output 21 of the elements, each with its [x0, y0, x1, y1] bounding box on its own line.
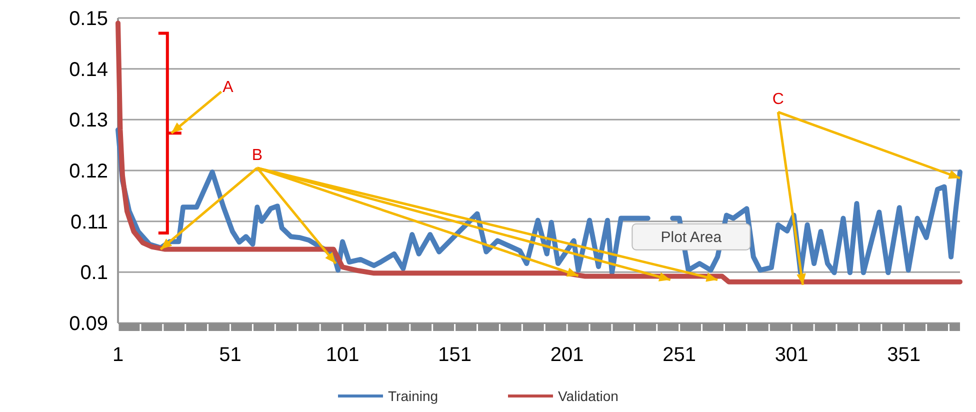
x-tick-label: 351: [887, 344, 921, 366]
y-tick-label: 0.09: [69, 313, 108, 335]
annotation: C: [772, 91, 784, 108]
y-tick-label: 0.11: [70, 211, 108, 234]
y-tick-label: 0.13: [69, 110, 108, 132]
x-tick-label: 151: [438, 344, 472, 366]
y-tick-label: 0.1: [80, 262, 108, 284]
legend-label: Validation: [558, 388, 618, 404]
annotation: Plot Area: [660, 228, 722, 246]
annotation: A: [222, 79, 234, 96]
x-tick-label: 101: [326, 344, 360, 366]
x-tick-label: 251: [662, 344, 696, 366]
y-tick-label: 0.14: [69, 58, 108, 81]
annotation: B: [252, 146, 263, 164]
y-tick-label: 0.12: [69, 160, 108, 182]
y-tick-label: 0.15: [69, 8, 108, 30]
x-tick-label: 301: [774, 344, 808, 366]
x-tick-label: 201: [550, 344, 584, 366]
x-tick-label: 51: [219, 344, 242, 366]
x-tick-label: 1: [112, 344, 124, 366]
legend-label: Training: [388, 388, 438, 404]
